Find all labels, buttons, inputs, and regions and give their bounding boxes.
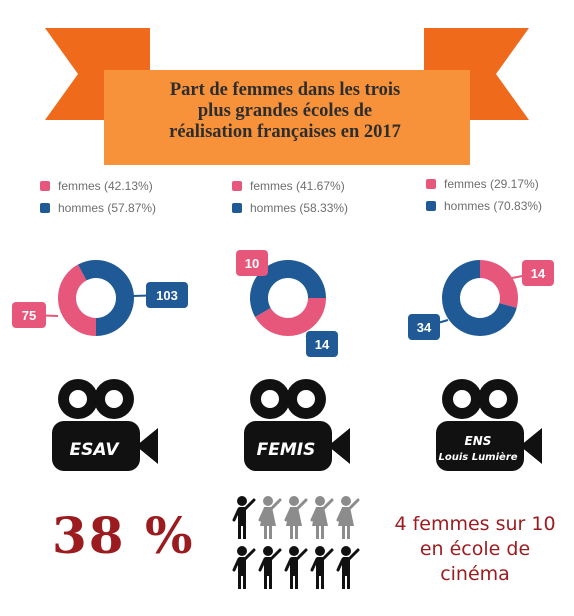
legend-swatch-hommes <box>232 203 242 213</box>
stat-text: 4 femmes sur 10 en école de cinéma <box>394 513 556 585</box>
woman-icon <box>310 496 334 539</box>
data-label-box <box>236 250 268 276</box>
slice-femmes <box>480 260 518 308</box>
data-label-box <box>12 302 46 328</box>
slice-hommes <box>250 259 326 317</box>
data-label: 14 <box>531 266 546 281</box>
man-icon <box>232 546 256 589</box>
donut-1: 75 103 <box>12 260 188 336</box>
slice-hommes <box>77 260 134 336</box>
banner-center <box>104 70 470 165</box>
camera-icon: ENS Louis Lumière <box>436 379 542 471</box>
data-label: 75 <box>22 308 36 323</box>
people-pictogram <box>232 496 360 589</box>
donut-2: 10 14 <box>236 250 338 357</box>
camera-icon: ESAV <box>52 379 158 471</box>
legend-item-femmes: femmes (42.13%) <box>40 176 156 196</box>
legend-ens: femmes (29.17%) hommes (70.83%) <box>426 174 542 218</box>
man-icon <box>258 546 282 589</box>
data-label-box <box>306 331 338 357</box>
legend-swatch-femmes <box>40 181 50 191</box>
stat-percent: 38 % <box>52 506 195 565</box>
camera-icons: ESAV FEMIS ENS Louis Lumière <box>52 379 542 471</box>
donut-hole <box>76 278 116 318</box>
legend-femis: femmes (41.67%) hommes (58.33%) <box>232 176 348 220</box>
data-label-box <box>408 314 440 340</box>
title-banner <box>45 28 529 165</box>
legend-item-hommes: hommes (58.33%) <box>232 198 348 218</box>
slice-femmes <box>255 298 326 336</box>
data-label-box <box>522 260 554 286</box>
woman-icon <box>336 496 360 539</box>
data-label: 34 <box>417 320 432 335</box>
legend-swatch-hommes <box>40 203 50 213</box>
donut-charts: 75 103 10 14 14 34 <box>12 250 554 357</box>
legend-item-hommes: hommes (57.87%) <box>40 198 156 218</box>
camera-label: ESAV <box>69 440 120 460</box>
camera-icon: FEMIS <box>244 379 350 471</box>
legend-item-hommes: hommes (70.83%) <box>426 196 542 216</box>
data-label: 14 <box>315 337 330 352</box>
slice-hommes <box>442 260 517 336</box>
data-label: 10 <box>245 256 259 271</box>
donut-3: 14 34 <box>408 260 554 340</box>
camera-label: FEMIS <box>257 440 316 460</box>
man-icon <box>310 546 334 589</box>
camera-label: ENS <box>465 434 492 448</box>
legend-swatch-femmes <box>232 181 242 191</box>
data-label: 103 <box>156 288 178 303</box>
donut-hole <box>268 278 308 318</box>
woman-icon <box>258 496 282 539</box>
woman-icon <box>284 496 308 539</box>
man-icon <box>284 546 308 589</box>
legend-swatch-femmes <box>426 179 436 189</box>
data-label-box <box>146 282 188 308</box>
legend-swatch-hommes <box>426 201 436 211</box>
legend-item-femmes: femmes (41.67%) <box>232 176 348 196</box>
chart-title: Part de femmes dans les trois plus grand… <box>169 80 401 142</box>
slice-femmes <box>57 264 96 336</box>
legend-esav: femmes (42.13%) hommes (57.87%) <box>40 176 156 220</box>
donut-hole <box>460 278 500 318</box>
man-icon <box>336 546 360 589</box>
man-icon <box>232 496 256 539</box>
legend-item-femmes: femmes (29.17%) <box>426 174 542 194</box>
camera-label-sub: Louis Lumière <box>438 451 517 463</box>
